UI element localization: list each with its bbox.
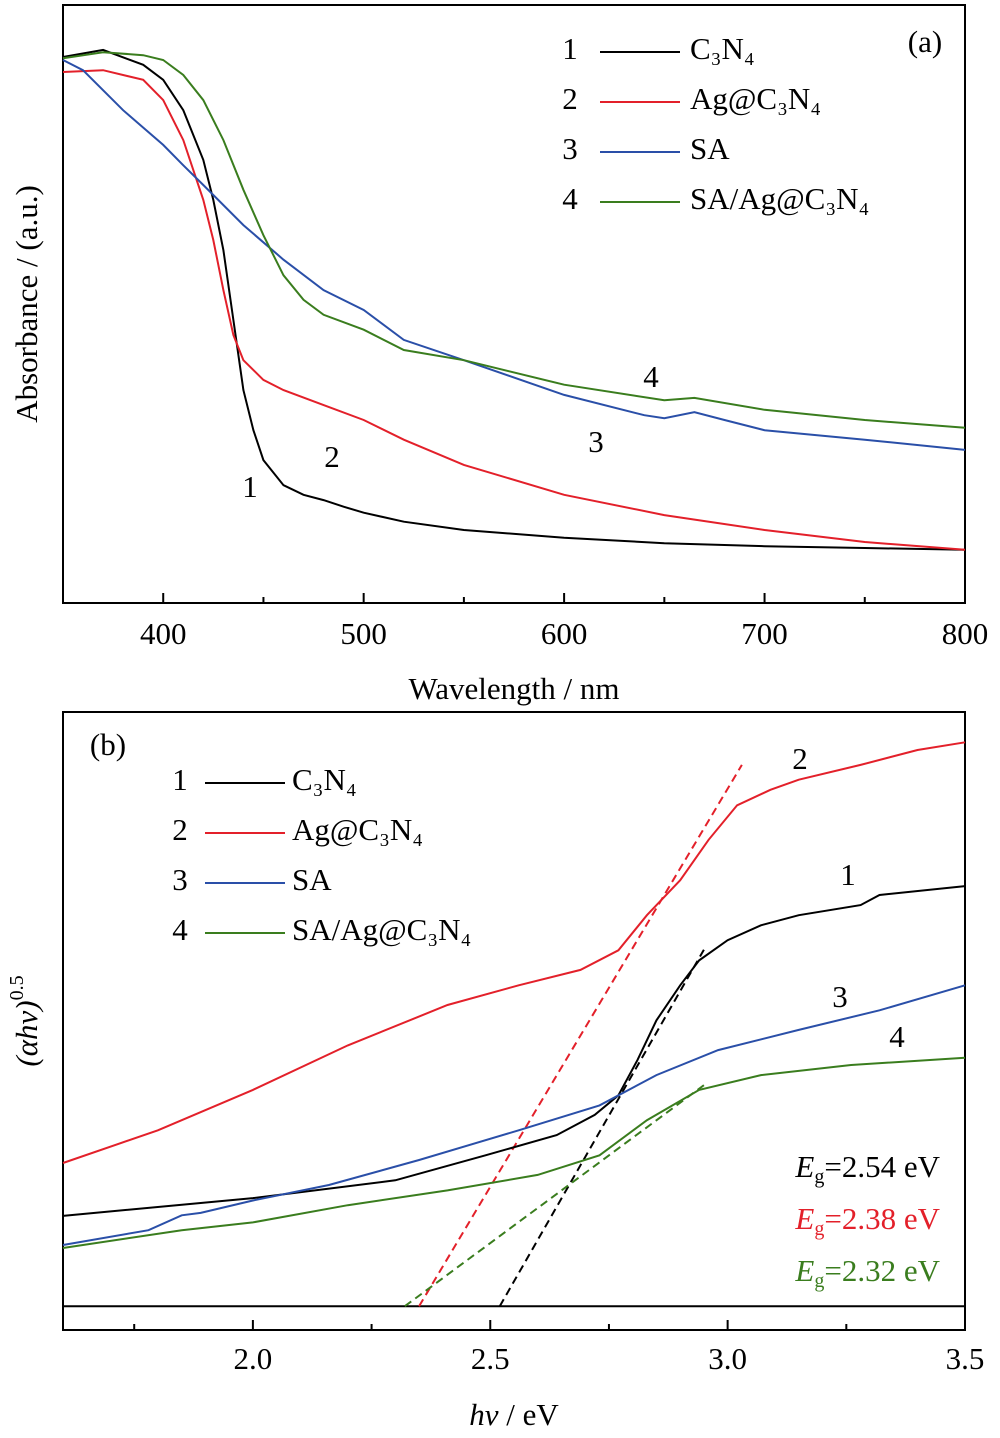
x-tick-label: 2.5 (471, 1341, 510, 1376)
band-gap-sub: g (814, 1166, 824, 1188)
legend-label: Ag@C₃N₄ (292, 812, 423, 847)
legend-number: 4 (562, 181, 578, 216)
legend-number: 3 (172, 862, 188, 897)
data-line (62, 741, 966, 1164)
legend-number: 3 (562, 131, 578, 166)
plot-frame (62, 711, 966, 1331)
x-axis-label: hν / eV (469, 1397, 559, 1432)
legend-label: Ag@C₃N₄ (690, 81, 821, 116)
x-axis-label: Wavelength / nm (408, 671, 619, 706)
y-axis-label: Absorbance / (a.u.) (9, 185, 44, 423)
band-gap-text: =2.32 eV (824, 1253, 940, 1288)
fit-line (404, 1084, 705, 1308)
curve-label: 1 (242, 469, 258, 504)
legend-label: SA/Ag@C₃N₄ (292, 912, 471, 947)
data-line (62, 1056, 966, 1249)
legend-label: SA/Ag@C₃N₄ (690, 181, 869, 216)
legend-number: 4 (172, 912, 188, 947)
x-tick-label: 3.5 (946, 1341, 985, 1376)
legend-label: C₃N₄ (292, 762, 357, 797)
fit-line (498, 949, 705, 1307)
x-tick-label: 600 (541, 616, 588, 651)
curve-label: 4 (889, 1019, 905, 1054)
panel-label: (b) (90, 727, 126, 762)
band-gap-symbol: E (794, 1149, 814, 1184)
x-tick-label: 800 (942, 616, 989, 651)
band-gap-symbol: E (794, 1253, 814, 1288)
panel-label: (a) (908, 24, 942, 59)
x-tick-label: 500 (340, 616, 387, 651)
plot-frame (62, 4, 966, 604)
legend-label: SA (690, 131, 730, 166)
curve-label: 3 (832, 979, 848, 1014)
curve-label: 3 (588, 424, 604, 459)
curve-label: 2 (324, 439, 340, 474)
data-line (62, 51, 966, 429)
x-tick-label: 2.0 (234, 1341, 273, 1376)
band-gap-symbol: E (794, 1201, 814, 1236)
y-axis-label-sup: 0.5 (6, 975, 28, 1000)
data-line (62, 59, 966, 451)
y-axis-label: (αhν)0.5 (6, 975, 45, 1066)
band-gap-sub: g (814, 1270, 824, 1292)
x-tick-label: 700 (741, 616, 788, 651)
band-gap-label: Eg=2.38 eV (794, 1201, 940, 1239)
data-line (62, 69, 966, 551)
band-gap-label: Eg=2.54 eV (794, 1149, 940, 1187)
curve-label: 1 (840, 857, 856, 892)
legend-number: 1 (562, 31, 578, 66)
legend-label: C₃N₄ (690, 31, 755, 66)
legend-number: 1 (172, 762, 188, 797)
fit-line (418, 764, 743, 1307)
band-gap-text: =2.54 eV (824, 1149, 940, 1184)
band-gap-label: Eg=2.32 eV (794, 1253, 940, 1291)
x-tick-label: 400 (140, 616, 187, 651)
data-line (62, 48, 966, 551)
x-axis-label-italic: hν (469, 1397, 499, 1432)
x-tick-label: 3.0 (708, 1341, 747, 1376)
legend-number: 2 (562, 81, 578, 116)
y-axis-label-base: (αhν) (9, 1000, 44, 1066)
data-line (62, 885, 966, 1217)
band-gap-sub: g (814, 1218, 824, 1240)
data-line (62, 984, 966, 1246)
legend-label: SA (292, 862, 332, 897)
band-gap-text: =2.38 eV (824, 1201, 940, 1236)
curve-label: 4 (643, 359, 659, 394)
legend-number: 2 (172, 812, 188, 847)
x-axis-label-text: / eV (499, 1397, 560, 1432)
curve-label: 2 (792, 741, 808, 776)
